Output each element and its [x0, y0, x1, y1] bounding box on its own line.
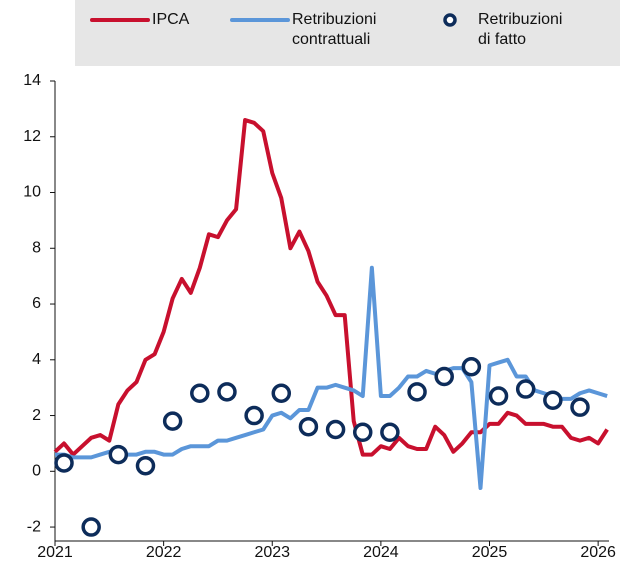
marker	[271, 383, 292, 403]
legend-label: IPCA	[152, 11, 190, 28]
x-tick-label: 2021	[37, 544, 73, 561]
marker	[488, 386, 509, 406]
line-series	[55, 265, 608, 491]
y-tick-label: 12	[23, 128, 41, 145]
x-tick-label: 2024	[363, 544, 399, 561]
legend-marker	[443, 13, 457, 27]
marker	[298, 416, 319, 437]
marker	[352, 422, 373, 443]
y-tick-label: -2	[27, 518, 41, 535]
x-tick-label: 2026	[580, 544, 616, 561]
y-tick-label: 8	[32, 239, 41, 256]
marker	[407, 382, 427, 402]
legend-background	[75, 0, 620, 66]
x-tick-label: 2022	[146, 544, 182, 561]
marker	[244, 405, 264, 426]
marker	[515, 379, 536, 399]
marker	[81, 517, 101, 537]
marker	[135, 455, 156, 476]
y-tick-label: 2	[32, 407, 41, 424]
marker	[461, 357, 482, 377]
marker	[162, 411, 183, 431]
marker	[54, 453, 74, 473]
y-tick-label: 10	[23, 184, 41, 201]
y-tick-label: 14	[23, 72, 41, 89]
marker	[380, 422, 400, 443]
x-tick-label: 2023	[254, 544, 290, 561]
marker	[217, 382, 237, 402]
marker	[325, 419, 346, 440]
marker	[190, 383, 210, 403]
y-tick-label: 6	[32, 295, 41, 312]
marker	[543, 390, 563, 410]
y-tick-label: 4	[32, 351, 41, 368]
line-series	[53, 118, 609, 457]
x-tick-label: 2025	[472, 544, 508, 561]
legend-label: Retribuzioni di fatto	[478, 11, 563, 48]
marker	[434, 366, 454, 387]
marker	[108, 444, 129, 465]
legend-label: Retribuzioni contrattuali	[292, 11, 377, 48]
marker	[570, 397, 590, 417]
y-tick-label: 0	[32, 463, 41, 480]
